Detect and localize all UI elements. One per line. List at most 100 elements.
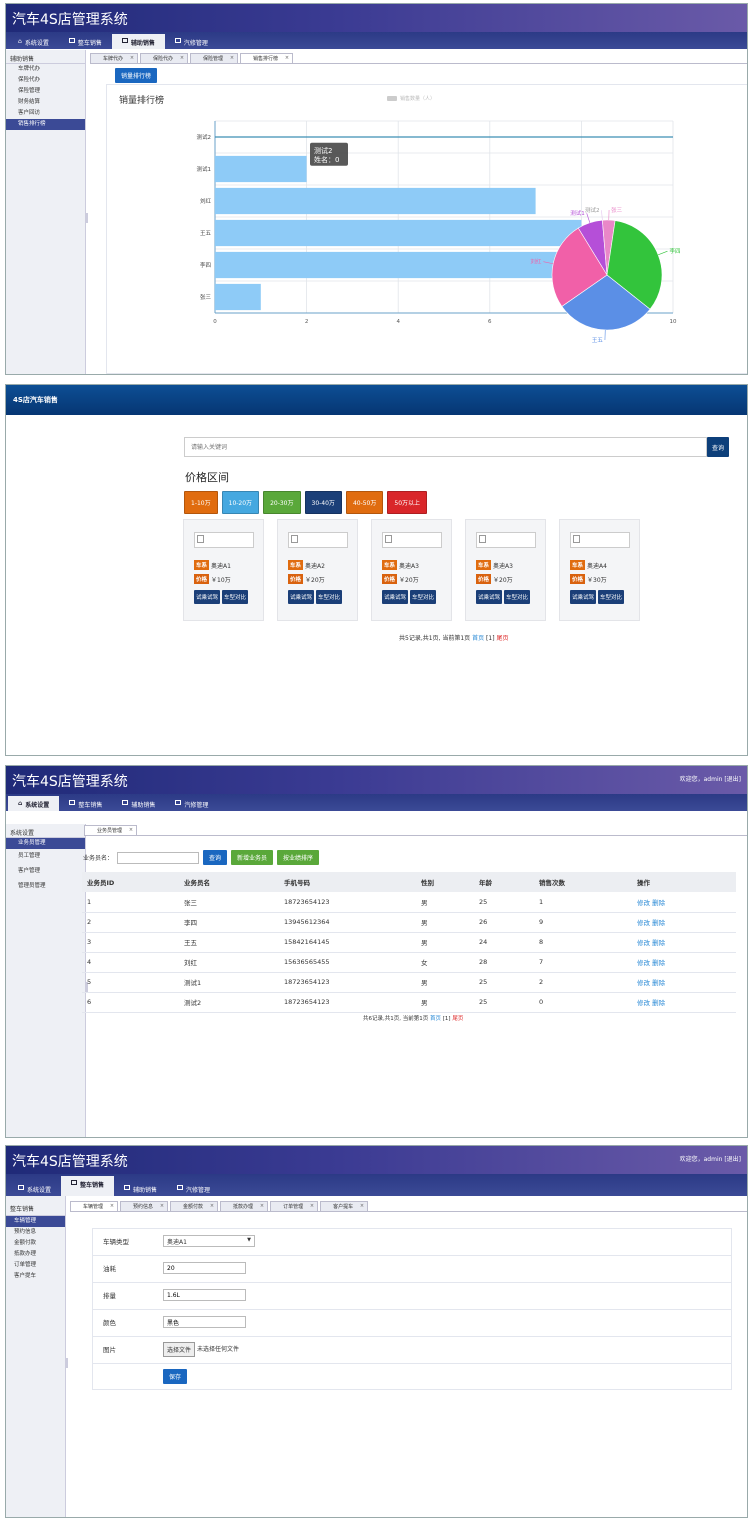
- nav-tab-car-sales[interactable]: 整车销售: [61, 1176, 115, 1196]
- displacement-input[interactable]: [163, 1289, 246, 1301]
- subtab[interactable]: 车辆管理 ×: [70, 1201, 119, 1211]
- close-icon[interactable]: ×: [179, 55, 185, 61]
- subtab[interactable]: 预约信息 ×: [120, 1201, 169, 1211]
- close-icon[interactable]: ×: [309, 1203, 315, 1209]
- nav-tab-settings[interactable]: ⌂ 系统设置: [18, 38, 49, 47]
- close-icon[interactable]: ×: [259, 1203, 265, 1209]
- sidebar-item[interactable]: 客户回访: [18, 110, 41, 116]
- trial-drive-button[interactable]: 试乘试驾: [570, 590, 597, 604]
- sidebar-item[interactable]: 财务结算: [18, 99, 41, 105]
- delete-link[interactable]: 删除: [652, 919, 666, 927]
- nav-tab-car-sales[interactable]: 整车销售: [59, 796, 112, 811]
- bar[interactable]: [215, 219, 582, 247]
- sidebar-item-vehicles[interactable]: 车辆管理: [6, 1216, 65, 1227]
- price-range-button[interactable]: 30-40万: [304, 491, 342, 514]
- edit-link[interactable]: 修改: [637, 898, 650, 907]
- sort-by-performance-button[interactable]: 按业绩排序: [277, 850, 320, 865]
- edit-link[interactable]: 修改: [637, 999, 650, 1007]
- sidebar-item[interactable]: 预约信息: [14, 1229, 37, 1235]
- nav-tab-settings[interactable]: 系统设置: [8, 1181, 61, 1196]
- salesman-name-input[interactable]: [117, 851, 200, 864]
- subtab[interactable]: 订单管理 ×: [270, 1201, 319, 1211]
- nav-tab-repair[interactable]: 汽修管理: [165, 34, 218, 49]
- delete-link[interactable]: 删除: [652, 999, 666, 1007]
- pager-last-link[interactable]: 尾页: [496, 635, 509, 642]
- vehicle-type-select[interactable]: 奥迪A1 ▼: [163, 1235, 255, 1247]
- close-icon[interactable]: ×: [109, 1203, 115, 1209]
- subtab[interactable]: 金额付款 ×: [170, 1201, 219, 1211]
- bar[interactable]: [215, 155, 307, 183]
- nav-tab-aux-sales[interactable]: 辅助销售: [114, 1181, 167, 1196]
- welcome-text[interactable]: 欢迎您，admin [退出]: [679, 1156, 741, 1163]
- price-range-button[interactable]: 10-20万: [221, 491, 260, 514]
- model-compare-button[interactable]: 车型对比: [222, 590, 249, 604]
- edit-link[interactable]: 修改: [637, 919, 650, 927]
- subtab-active[interactable]: 业务员管理 ×: [84, 825, 138, 835]
- delete-link[interactable]: 删除: [652, 959, 666, 967]
- trial-drive-button[interactable]: 试乘试驾: [476, 590, 503, 604]
- pie-slice[interactable]: [551, 227, 608, 307]
- trial-drive-button[interactable]: 试乘试驾: [288, 590, 315, 604]
- collapse-handle[interactable]: [65, 1357, 68, 1368]
- close-icon[interactable]: ×: [284, 55, 290, 61]
- subtab[interactable]: 保险管理 ×: [190, 53, 239, 63]
- edit-link[interactable]: 修改: [637, 979, 650, 987]
- sidebar-item[interactable]: 抵款办理: [14, 1251, 37, 1257]
- fuel-input[interactable]: [163, 1262, 246, 1274]
- nav-tab-repair[interactable]: 汽修管理: [165, 796, 218, 811]
- trial-drive-button[interactable]: 试乘试驾: [382, 590, 409, 604]
- nav-tab-aux-sales[interactable]: 辅助销售: [112, 796, 165, 811]
- sidebar-item[interactable]: 客户管理: [18, 868, 41, 874]
- sidebar-item[interactable]: 客户提车: [14, 1273, 37, 1279]
- car-card[interactable]: 车系 奥迪A1 价格 ￥10万 试乘试驾 车型对比: [183, 519, 264, 621]
- pager-first-link[interactable]: 首页: [430, 1016, 442, 1022]
- car-card[interactable]: 车系 奥迪A3 价格 ￥20万 试乘试驾 车型对比: [465, 519, 546, 621]
- nav-tab-car-sales[interactable]: 整车销售: [59, 34, 112, 49]
- file-choose-button[interactable]: 选择文件: [163, 1342, 196, 1357]
- save-button[interactable]: 保存: [163, 1369, 188, 1384]
- bar[interactable]: [215, 187, 536, 215]
- close-icon[interactable]: ×: [128, 827, 134, 833]
- color-input[interactable]: [163, 1316, 246, 1328]
- sidebar-item[interactable]: 保险代办: [18, 77, 41, 83]
- welcome-text[interactable]: 欢迎您，admin [退出]: [679, 776, 741, 783]
- collapse-handle[interactable]: [85, 213, 88, 223]
- subtab[interactable]: 抵款办理 ×: [220, 1201, 269, 1211]
- car-card[interactable]: 车系 奥迪A3 价格 ￥20万 试乘试驾 车型对比: [371, 519, 452, 621]
- sidebar-item[interactable]: 员工管理: [18, 853, 41, 859]
- sidebar-item-salesman[interactable]: 业务员管理: [6, 838, 85, 849]
- model-compare-button[interactable]: 车型对比: [410, 590, 437, 604]
- price-range-button[interactable]: 20-30万: [263, 491, 301, 514]
- sidebar-item[interactable]: 管理员管理: [18, 883, 46, 889]
- delete-link[interactable]: 删除: [652, 898, 666, 907]
- sidebar-item[interactable]: 车牌代办: [18, 66, 41, 72]
- model-compare-button[interactable]: 车型对比: [316, 590, 343, 604]
- close-icon[interactable]: ×: [129, 55, 135, 61]
- car-card[interactable]: 车系 奥迪A4 价格 ￥30万 试乘试驾 车型对比: [559, 519, 640, 621]
- subtab[interactable]: 客户提车 ×: [320, 1201, 369, 1211]
- trial-drive-button[interactable]: 试乘试驾: [194, 590, 221, 604]
- delete-link[interactable]: 删除: [652, 939, 666, 947]
- model-compare-button[interactable]: 车型对比: [504, 590, 531, 604]
- add-salesman-button[interactable]: 新增业务员: [231, 850, 274, 865]
- price-range-button[interactable]: 1-10万: [184, 491, 218, 514]
- subtab[interactable]: 保险代办 ×: [140, 53, 189, 63]
- search-input[interactable]: [184, 437, 707, 457]
- sidebar-item[interactable]: 金额付款: [14, 1240, 37, 1246]
- sidebar-item[interactable]: 保险管理: [18, 88, 41, 94]
- pager-first-link[interactable]: 首页: [472, 635, 485, 642]
- bar[interactable]: [215, 283, 261, 311]
- price-range-button[interactable]: 40-50万: [345, 491, 384, 514]
- query-button[interactable]: 查询: [203, 850, 228, 865]
- search-button[interactable]: 查询: [707, 437, 730, 457]
- subtab-active[interactable]: 销售排行榜 ×: [240, 53, 294, 63]
- sidebar-item[interactable]: 订单管理: [14, 1262, 37, 1268]
- nav-tab-aux-sales[interactable]: 辅助销售: [111, 34, 165, 49]
- nav-tab-repair[interactable]: 汽修管理: [167, 1181, 220, 1196]
- edit-link[interactable]: 修改: [637, 939, 650, 947]
- pie-slice[interactable]: [561, 274, 651, 331]
- delete-link[interactable]: 删除: [652, 979, 666, 987]
- car-card[interactable]: 车系 奥迪A2 价格 ￥20万 试乘试驾 车型对比: [277, 519, 358, 621]
- edit-link[interactable]: 修改: [637, 959, 650, 967]
- sidebar-item-ranking[interactable]: 销售排行榜: [6, 119, 85, 130]
